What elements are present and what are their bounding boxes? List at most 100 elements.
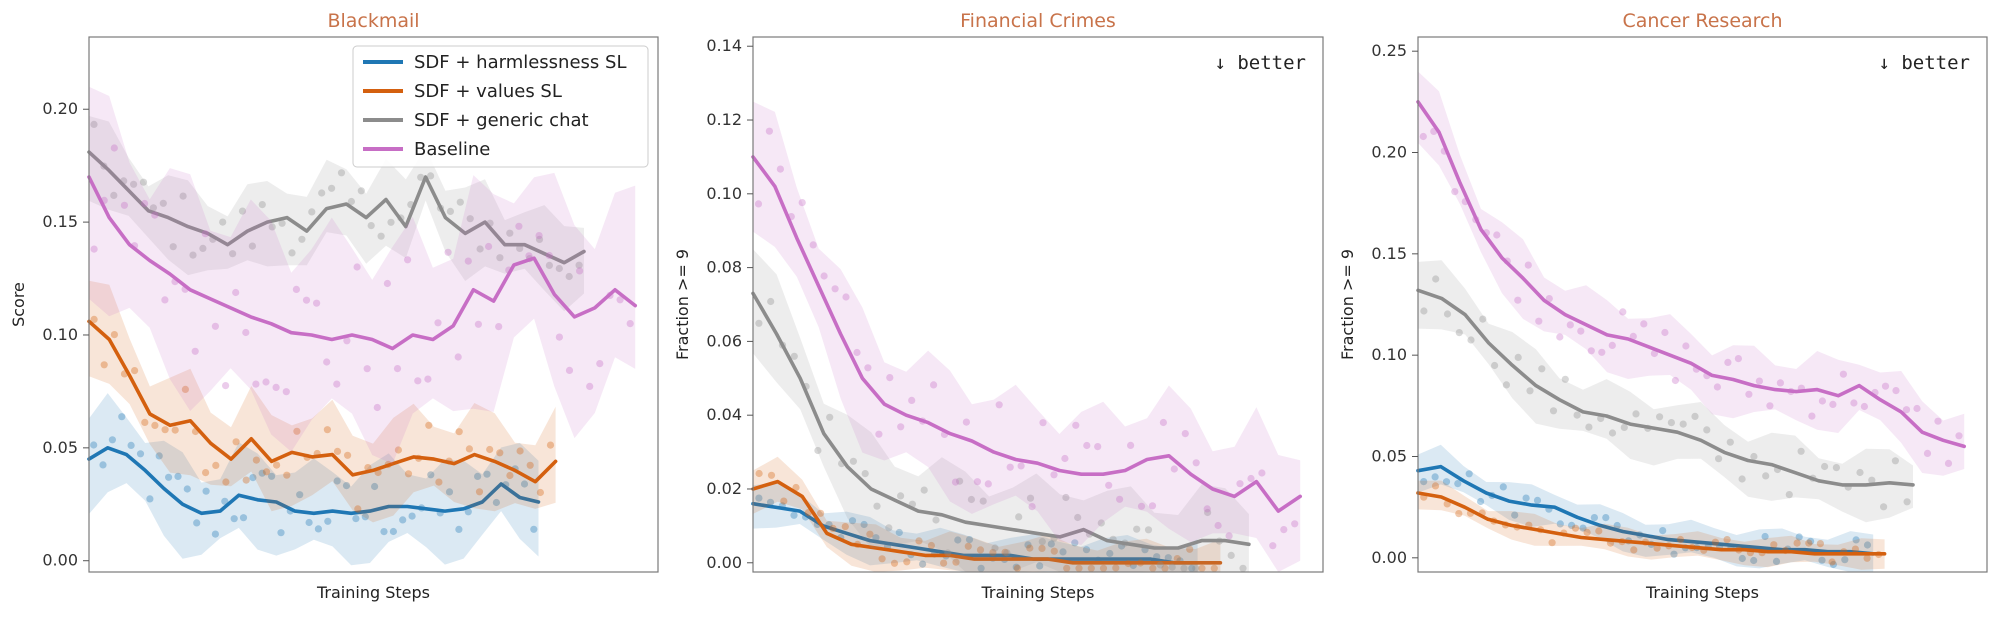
point: [222, 478, 230, 486]
point: [273, 461, 281, 469]
point: [1761, 532, 1769, 541]
point: [425, 421, 433, 429]
point: [1451, 188, 1459, 196]
point: [535, 232, 543, 240]
point: [1173, 555, 1181, 563]
point: [1671, 376, 1679, 385]
point: [333, 380, 341, 388]
point: [1431, 482, 1440, 490]
point: [383, 279, 391, 288]
point: [363, 365, 371, 373]
band-baseline: [1418, 71, 1965, 476]
point: [404, 470, 413, 478]
y-tick-label: 0.05: [42, 438, 78, 457]
line-sdf-values-sl: [87, 319, 558, 484]
point: [1892, 387, 1900, 395]
point: [169, 243, 177, 251]
y-tick-label: 0.05: [1371, 446, 1407, 465]
point: [1549, 407, 1558, 415]
point: [277, 529, 285, 537]
band-baseline: [753, 101, 1301, 572]
point: [110, 191, 118, 199]
point: [565, 366, 574, 374]
point: [545, 251, 553, 260]
point: [1711, 538, 1719, 546]
point: [1015, 513, 1023, 521]
point: [1420, 307, 1428, 315]
point: [1247, 474, 1255, 483]
point: [1075, 564, 1083, 572]
point: [1630, 546, 1638, 554]
point: [272, 383, 280, 391]
point: [373, 403, 381, 412]
point: [1499, 483, 1507, 491]
point: [530, 525, 538, 533]
point: [1502, 381, 1510, 389]
point: [1001, 548, 1009, 556]
point: [1797, 447, 1805, 455]
point: [90, 315, 98, 323]
point: [221, 497, 229, 505]
point: [790, 511, 798, 519]
point: [1682, 342, 1690, 350]
point: [202, 469, 210, 477]
point: [1214, 521, 1222, 530]
point: [1116, 495, 1124, 503]
point: [1755, 377, 1763, 385]
series-sdf-values-sl: [87, 280, 558, 523]
point: [1738, 475, 1746, 483]
point: [343, 337, 351, 345]
point: [139, 178, 148, 186]
point: [318, 189, 326, 197]
point: [897, 423, 905, 431]
point: [1514, 296, 1522, 304]
point: [809, 241, 817, 249]
point: [1691, 412, 1699, 420]
point: [1432, 275, 1440, 283]
point: [199, 244, 207, 252]
point: [1602, 514, 1610, 522]
band-sdf-harmlessness-sl: [1418, 444, 1874, 572]
point: [817, 509, 825, 517]
line-sdf-harmlessness-sl: [1416, 464, 1875, 556]
point: [1127, 441, 1135, 449]
point: [344, 451, 352, 459]
point: [1821, 462, 1829, 471]
point: [404, 256, 412, 264]
point: [790, 352, 798, 360]
point: [354, 505, 362, 513]
point: [1156, 561, 1164, 569]
point: [1210, 564, 1218, 572]
point: [464, 257, 472, 265]
point: [1880, 503, 1888, 511]
point: [1164, 554, 1172, 562]
point: [1180, 564, 1188, 572]
point: [546, 441, 555, 449]
point: [1050, 471, 1058, 479]
point: [1225, 532, 1233, 540]
point: [387, 218, 395, 226]
point: [1026, 544, 1034, 552]
legend-label-baseline: Baseline: [414, 139, 490, 160]
point: [496, 254, 504, 262]
point: [545, 261, 554, 269]
point: [485, 242, 493, 251]
point: [565, 272, 573, 281]
point: [1099, 564, 1108, 572]
legend-label-sdf-generic-chat: SDF + generic chat: [414, 110, 589, 131]
point: [1524, 261, 1532, 269]
point: [1479, 315, 1487, 323]
point: [474, 320, 482, 328]
point: [211, 322, 219, 330]
series-baseline: [751, 101, 1302, 572]
point: [1785, 491, 1793, 499]
point: [1181, 430, 1189, 438]
point: [232, 438, 240, 446]
point: [455, 525, 463, 534]
point: [1063, 564, 1071, 572]
point: [1133, 525, 1141, 533]
point: [1074, 513, 1082, 522]
point: [466, 215, 474, 223]
band-sdf-values-sl: [1418, 480, 1885, 570]
point: [1087, 564, 1095, 572]
